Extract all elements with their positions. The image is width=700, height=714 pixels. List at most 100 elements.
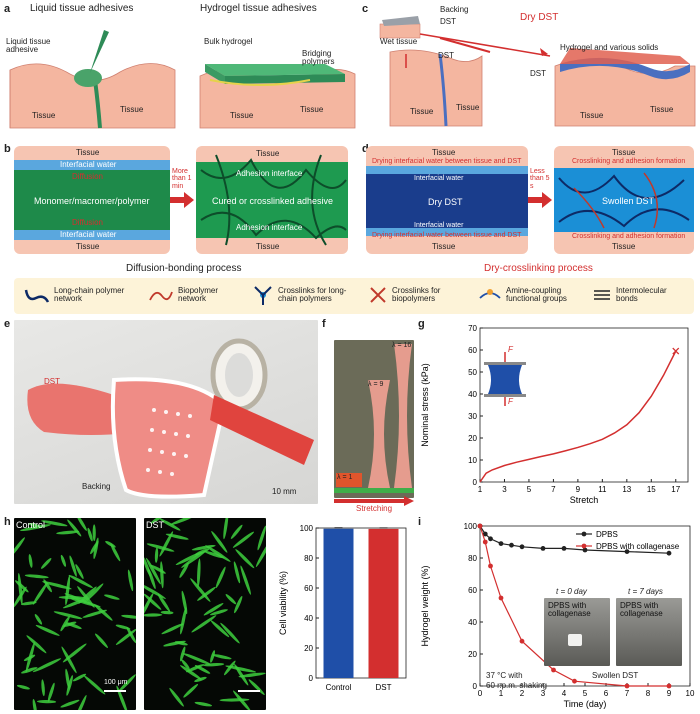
cell-mark — [25, 641, 35, 673]
a-title-left: Liquid tissue adhesives — [30, 3, 134, 14]
panel-label-i: i — [418, 516, 422, 528]
cell-mark — [223, 518, 229, 540]
inset-photo-t7 — [616, 598, 682, 666]
i-legend-marker — [581, 531, 587, 537]
g-xtick-label: 7 — [551, 485, 556, 494]
cell-mark — [225, 665, 257, 673]
d-left-dst — [366, 172, 528, 230]
crosslink-biopolymer-icon — [370, 287, 386, 303]
cell-mark — [160, 610, 174, 615]
g-xlabel: Stretch — [570, 495, 599, 505]
cell-mark — [60, 616, 70, 632]
cell-mark — [41, 679, 45, 697]
cell-mark — [210, 650, 216, 663]
cell-mark — [210, 609, 228, 616]
d-time: Less than 5 s — [530, 168, 550, 190]
i-point — [519, 544, 525, 550]
cell-mark — [183, 683, 199, 698]
panel-label-a: a — [4, 3, 11, 15]
g-ytick-label: 60 — [468, 346, 477, 355]
panel-a-illustration — [9, 30, 356, 129]
panel-label-g: g — [418, 318, 425, 330]
i-point — [624, 549, 630, 554]
a-title-right: Hydrogel tissue adhesives — [200, 3, 317, 14]
panel-e-photo — [14, 320, 318, 504]
g-ytick-label: 10 — [468, 456, 477, 465]
b-cured: Cured or crosslinked adhesive — [212, 196, 334, 206]
cell-mark — [180, 665, 202, 680]
cell-mark — [94, 604, 113, 621]
f-l9: λ = 9 — [368, 381, 384, 388]
legend-item-1: Biopolymer network — [178, 286, 219, 304]
b-right-gel — [196, 162, 348, 238]
c-title: Dry DST — [520, 12, 559, 23]
b-tissue-bot: Tissue — [76, 242, 100, 251]
cell-mark — [220, 622, 240, 644]
i-xtick-label: 2 — [520, 689, 525, 698]
i-ytick-label: 0 — [473, 682, 478, 691]
cell-mark — [75, 564, 84, 579]
d-arrow-icon — [528, 192, 552, 208]
c-hydrogel: Hydrogel and various solids — [560, 43, 659, 52]
g-xtick-label: 5 — [527, 485, 532, 494]
cell-mark — [163, 640, 186, 647]
b-tissue-top: Tissue — [76, 148, 100, 157]
i-xtick-label: 5 — [583, 689, 588, 698]
i-xtick-label: 1 — [499, 689, 504, 698]
cell-mark — [83, 583, 104, 603]
d-right-dst — [554, 168, 694, 232]
cell-mark — [154, 547, 159, 563]
d-tissue-bot: Tissue — [432, 242, 456, 251]
i-legend-label: DPBS with collagenase — [596, 542, 680, 551]
b-left-gel — [14, 166, 170, 234]
cell-mark — [94, 633, 108, 648]
cell-mark — [36, 700, 57, 704]
cell-mark — [194, 665, 211, 674]
cell-mark — [24, 574, 49, 579]
i-cond-1: 37 °C with — [486, 671, 523, 680]
cell-mark — [127, 569, 134, 592]
amine-coupling-icon — [479, 289, 501, 299]
h-ytick-label: 100 — [300, 524, 314, 533]
cell-mark — [34, 614, 43, 625]
cell-mark — [76, 518, 87, 531]
cell-mark — [238, 672, 266, 678]
cell-mark — [210, 620, 230, 638]
intermolecular-bonds-icon — [594, 290, 610, 300]
panel-f-photo — [334, 340, 414, 498]
cell-mark — [191, 545, 216, 551]
cell-mark — [197, 558, 201, 587]
panel-label-b: b — [4, 143, 11, 155]
cell-mark — [248, 679, 265, 696]
cell-mark — [72, 673, 87, 682]
cell-mark — [175, 551, 203, 566]
panel-label-h: h — [4, 516, 11, 528]
i-coll-2: DPBS with collagenase — [620, 601, 663, 619]
d-tissue-top: Tissue — [432, 148, 456, 157]
i-point — [561, 546, 567, 551]
h-scale-bar-2 — [238, 690, 260, 692]
h-ytick-label: 60 — [304, 584, 313, 593]
cell-mark — [16, 684, 30, 690]
cell-mark — [160, 561, 164, 589]
cell-mark — [68, 574, 93, 588]
c-tissue-3: Tissue — [580, 111, 604, 120]
h-dst-label: DST — [146, 520, 164, 530]
cell-mark — [87, 527, 93, 542]
b-diffusion-bot: Diffusion — [72, 218, 103, 227]
i-swollen: Swollen DST — [592, 671, 639, 680]
cell-mark — [32, 658, 62, 673]
stretching-arrow-icon — [334, 496, 414, 506]
i-ytick-label: 80 — [468, 554, 477, 563]
c-wet-tissue: Wet tissue — [380, 37, 418, 46]
i-ytick-label: 100 — [464, 522, 478, 531]
i-xtick-label: 8 — [646, 689, 651, 698]
g-xtick-label: 15 — [647, 485, 656, 494]
h-bar — [368, 528, 399, 678]
c-dst-3: DST — [530, 69, 546, 78]
cell-mark — [116, 685, 128, 710]
legend-item-3: Crosslinks for biopolymers — [392, 286, 441, 304]
i-ytick-label: 20 — [468, 650, 477, 659]
e-dst-label: DST — [44, 377, 60, 386]
cell-mark — [90, 541, 99, 555]
